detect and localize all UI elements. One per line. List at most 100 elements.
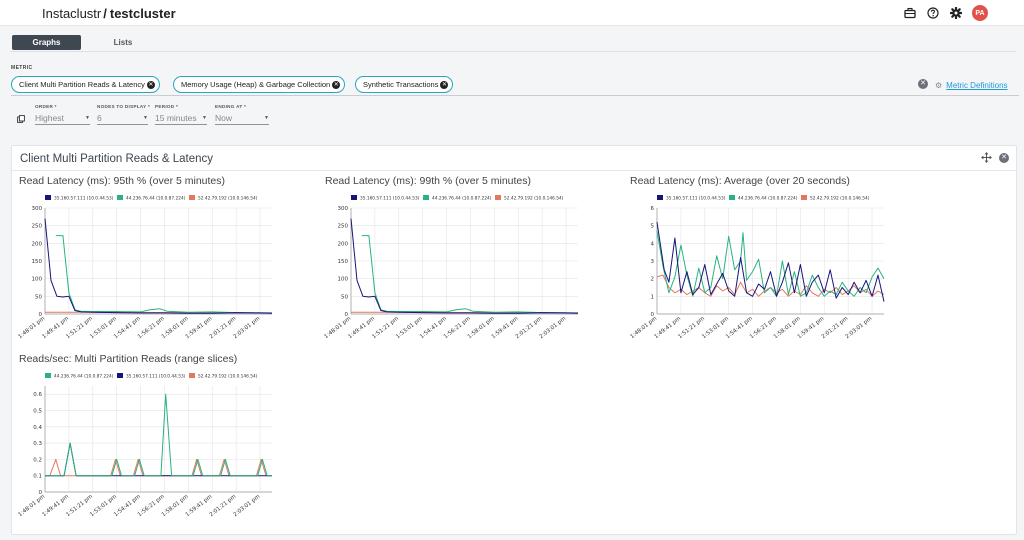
legend-swatch[interactable] <box>729 195 735 200</box>
y-tick-label: 150 <box>338 259 349 265</box>
nodes-value: 6 <box>97 112 102 123</box>
metric-panel: Client Multi Partition Reads & Latency ✕… <box>11 145 1017 535</box>
legend-label[interactable]: 44.236.76.44 (10.0.87.224) <box>54 374 114 380</box>
legend-label[interactable]: 52.42.79.192 (10.0.146.54) <box>810 196 870 202</box>
legend-swatch[interactable] <box>495 195 501 200</box>
chevron-down-icon: ▼ <box>143 114 148 121</box>
order-value: Highest <box>35 112 64 123</box>
y-tick-label: 0.6 <box>33 392 42 398</box>
legend-label[interactable]: 52.42.79.192 (10.0.146.54) <box>198 374 258 380</box>
y-tick-label: 200 <box>338 241 349 247</box>
chart-multi-partition-reads: 44.236.76.44 (10.0.87.224) 35.160.57.111 … <box>17 373 272 518</box>
y-tick-label: 50 <box>341 294 348 300</box>
legend-swatch[interactable] <box>657 195 663 200</box>
series-line <box>656 222 885 302</box>
chart-p95-latency: 35.160.57.111 (10.0.44.53) 44.236.76.44 (… <box>17 195 273 340</box>
gear-icon[interactable] <box>949 6 963 20</box>
legend-label[interactable]: 35.160.57.111 (10.0.44.53) <box>126 374 186 380</box>
y-tick-label: 0 <box>651 312 655 318</box>
legend-swatch[interactable] <box>45 195 51 200</box>
legend-swatch[interactable] <box>801 195 807 200</box>
tab-graphs[interactable]: Graphs <box>12 35 81 50</box>
series-line <box>361 235 578 314</box>
legend-swatch[interactable] <box>351 195 357 200</box>
chart-title: Read Latency (ms): 95th % (over 5 minute… <box>19 175 226 187</box>
legend-swatch[interactable] <box>117 373 123 378</box>
close-icon[interactable]: ✕ <box>999 152 1009 163</box>
y-tick-label: 0.5 <box>33 408 42 414</box>
legend-label[interactable]: 44.236.76.44 (10.0.87.224) <box>432 196 492 202</box>
y-tick-label: 3 <box>651 259 655 265</box>
y-tick-label: 2 <box>651 277 655 283</box>
metric-definitions-link[interactable]: Metric Definitions <box>946 81 1008 90</box>
metric-chip[interactable]: Synthetic Transactions ✕ <box>355 76 454 93</box>
legend-swatch[interactable] <box>423 195 429 200</box>
y-tick-label: 0.3 <box>33 441 42 447</box>
remove-chip-icon[interactable]: ✕ <box>440 81 449 89</box>
tab-lists[interactable]: Lists <box>113 38 133 47</box>
view-tabs: Graphs Lists <box>10 34 1016 52</box>
order-select[interactable]: ORDER * Highest ▼ <box>35 104 90 125</box>
ending-label: ENDING AT * <box>215 104 247 109</box>
legend-swatch[interactable] <box>45 373 51 378</box>
period-select[interactable]: PERIOD * 15 minutes ▼ <box>155 104 207 125</box>
header-actions: PA <box>903 5 988 21</box>
nodes-label: NODES TO DISPLAY * <box>97 104 151 109</box>
chevron-down-icon: ▼ <box>264 114 269 121</box>
metric-chip[interactable]: Client Multi Partition Reads & Latency ✕ <box>11 76 160 93</box>
period-label: PERIOD * <box>155 104 179 109</box>
legend-label[interactable]: 35.160.57.111 (10.0.44.53) <box>666 196 726 202</box>
avatar[interactable]: PA <box>972 5 988 21</box>
metric-selector[interactable]: Client Multi Partition Reads & Latency ✕… <box>11 75 1019 96</box>
remove-chip-icon[interactable]: ✕ <box>332 81 341 89</box>
cluster-name[interactable]: testcluster <box>109 6 176 21</box>
metric-label: METRIC <box>11 65 33 71</box>
y-tick-label: 0.4 <box>33 425 42 431</box>
legend-label[interactable]: 52.42.79.192 (10.0.146.54) <box>198 196 258 202</box>
y-tick-label: 200 <box>32 241 43 247</box>
y-tick-label: 250 <box>32 224 43 230</box>
y-tick-label: 0 <box>39 312 43 318</box>
legend-swatch[interactable] <box>117 195 123 200</box>
y-tick-label: 6 <box>651 206 655 212</box>
legend-label[interactable]: 35.160.57.111 (10.0.44.53) <box>360 196 420 202</box>
ending-select[interactable]: ENDING AT * Now ▼ <box>215 104 269 125</box>
y-tick-label: 4 <box>651 241 655 247</box>
chart-average-latency: 35.160.57.111 (10.0.44.53) 44.236.76.44 (… <box>629 195 885 340</box>
metric-definitions: ⚙ Metric Definitions <box>935 81 1008 90</box>
copy-icon[interactable] <box>17 115 25 123</box>
order-label: ORDER * <box>35 104 57 109</box>
metric-chip-label: Synthetic Transactions <box>363 80 439 89</box>
clear-metrics-icon[interactable]: ✕ <box>918 79 928 89</box>
period-value: 15 minutes <box>155 112 197 123</box>
panel-tools: ✕ <box>981 152 1009 163</box>
y-tick-label: 5 <box>651 224 655 230</box>
y-tick-label: 0.2 <box>33 457 42 463</box>
y-tick-label: 100 <box>32 277 43 283</box>
legend-label[interactable]: 44.236.76.44 (10.0.87.224) <box>738 196 798 202</box>
nodes-select[interactable]: NODES TO DISPLAY * 6 ▼ <box>97 104 151 125</box>
legend-label[interactable]: 52.42.79.192 (10.0.146.54) <box>504 196 564 202</box>
series-line <box>45 393 272 477</box>
move-icon[interactable] <box>981 152 992 163</box>
y-tick-label: 300 <box>338 206 349 212</box>
panel-title: Client Multi Partition Reads & Latency <box>20 153 214 165</box>
briefcase-icon[interactable] <box>903 6 917 20</box>
chart-title: Reads/sec: Multi Partition Reads (range … <box>19 353 238 365</box>
metric-chip-label: Client Multi Partition Reads & Latency <box>19 80 145 89</box>
y-tick-label: 250 <box>338 224 349 230</box>
y-tick-label: 0.1 <box>33 474 42 480</box>
help-icon[interactable] <box>926 6 940 20</box>
metric-chip[interactable]: Memory Usage (Heap) & Garbage Collection… <box>173 76 346 93</box>
y-tick-label: 0 <box>345 312 349 318</box>
brand-logo[interactable]: Instaclustr <box>42 6 102 21</box>
legend-label[interactable]: 35.160.57.111 (10.0.44.53) <box>54 196 114 202</box>
breadcrumb-separator: / <box>103 6 107 21</box>
y-tick-label: 50 <box>35 294 42 300</box>
legend-swatch[interactable] <box>189 373 195 378</box>
legend-swatch[interactable] <box>189 195 195 200</box>
chart-p99-latency: 35.160.57.111 (10.0.44.53) 44.236.76.44 (… <box>323 195 579 340</box>
remove-chip-icon[interactable]: ✕ <box>146 81 155 89</box>
legend-label[interactable]: 44.236.76.44 (10.0.87.224) <box>126 196 186 202</box>
series-line <box>55 235 272 314</box>
